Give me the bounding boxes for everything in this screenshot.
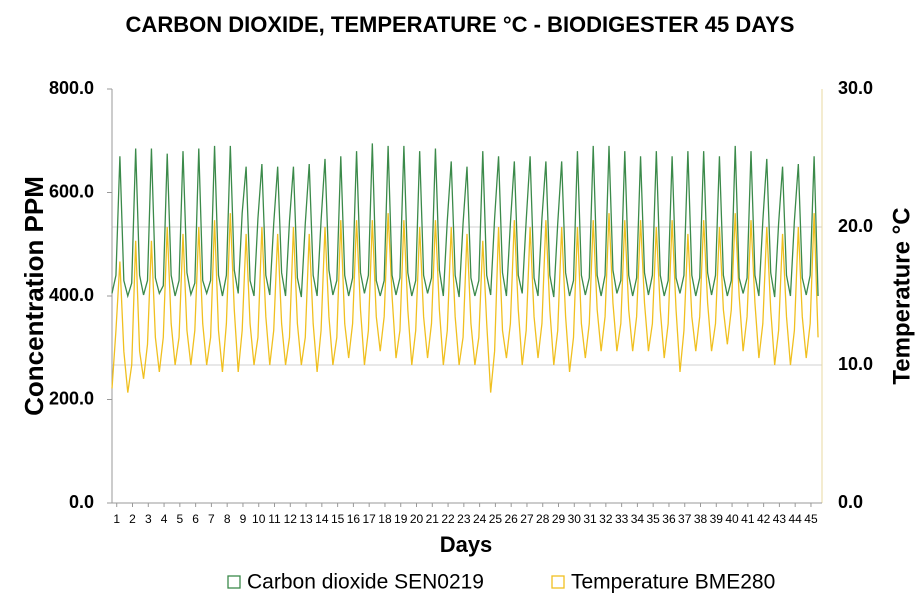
x-tick-label: 23 <box>457 512 471 526</box>
x-tick-label: 6 <box>192 512 199 526</box>
x-tick-label: 28 <box>536 512 550 526</box>
chart-title: CARBON DIOXIDE, TEMPERATURE °C - BIODIGE… <box>125 12 795 37</box>
legend-swatch <box>551 575 565 589</box>
x-tick-label: 13 <box>299 512 313 526</box>
legend-label: Temperature BME280 <box>571 571 775 594</box>
x-tick-label: 32 <box>599 512 613 526</box>
x-tick-label: 30 <box>568 512 582 526</box>
x-tick-label: 25 <box>489 512 503 526</box>
x-tick-label: 33 <box>615 512 629 526</box>
x-tick-label: 15 <box>331 512 345 526</box>
y-tick-label: 800.0 <box>49 78 94 98</box>
x-tick-label: 17 <box>362 512 376 526</box>
x-tick-label: 16 <box>347 512 361 526</box>
x-tick-label: 8 <box>224 512 231 526</box>
x-tick-label: 36 <box>662 512 676 526</box>
x-tick-label: 35 <box>646 512 660 526</box>
data-line <box>111 143 819 299</box>
x-tick-label: 14 <box>315 512 329 526</box>
x-tick-label: 4 <box>161 512 168 526</box>
x-tick-label: 45 <box>804 512 818 526</box>
x-tick-label: 38 <box>694 512 708 526</box>
x-tick-label: 43 <box>773 512 787 526</box>
y-tick-label: 400.0 <box>49 285 94 305</box>
x-tick-label: 41 <box>741 512 755 526</box>
x-tick-label: 21 <box>426 512 440 526</box>
x-tick-label: 19 <box>394 512 408 526</box>
y-tick-label: 0.0 <box>69 492 94 512</box>
y-tick-label: 600.0 <box>49 181 94 201</box>
x-tick-label: 24 <box>473 512 487 526</box>
x-tick-label: 39 <box>710 512 724 526</box>
x-tick-label: 10 <box>252 512 266 526</box>
y2-tick-label: 30.0 <box>838 78 873 98</box>
x-tick-label: 18 <box>378 512 392 526</box>
x-tick-label: 26 <box>504 512 518 526</box>
x-tick-label: 7 <box>208 512 215 526</box>
x-tick-label: 22 <box>441 512 455 526</box>
y2-axis-label: Temperature °C <box>888 207 915 384</box>
y-tick-label: 200.0 <box>49 388 94 408</box>
x-tick-label: 44 <box>788 512 802 526</box>
x-tick-label: 9 <box>240 512 247 526</box>
x-tick-label: 42 <box>757 512 771 526</box>
x-tick-label: 11 <box>268 512 281 526</box>
data-line <box>111 213 819 393</box>
legend-label: Carbon dioxide SEN0219 <box>247 571 484 594</box>
x-tick-label: 27 <box>520 512 534 526</box>
x-tick-label: 40 <box>725 512 739 526</box>
y2-tick-label: 10.0 <box>838 354 873 374</box>
y2-tick-label: 20.0 <box>838 216 873 236</box>
x-tick-label: 37 <box>678 512 692 526</box>
x-tick-label: 20 <box>410 512 424 526</box>
x-tick-label: 1 <box>113 512 120 526</box>
legend-swatch <box>227 575 241 589</box>
x-tick-label: 2 <box>129 512 136 526</box>
x-tick-label: 5 <box>177 512 184 526</box>
y2-tick-label: 0.0 <box>838 492 863 512</box>
x-tick-label: 34 <box>631 512 645 526</box>
x-tick-label: 31 <box>583 512 597 526</box>
x-tick-label: 29 <box>552 512 566 526</box>
y-axis-label: Concentration PPM <box>19 176 49 416</box>
x-tick-label: 3 <box>145 512 152 526</box>
x-tick-label: 12 <box>284 512 298 526</box>
x-axis-label: Days <box>440 532 493 557</box>
